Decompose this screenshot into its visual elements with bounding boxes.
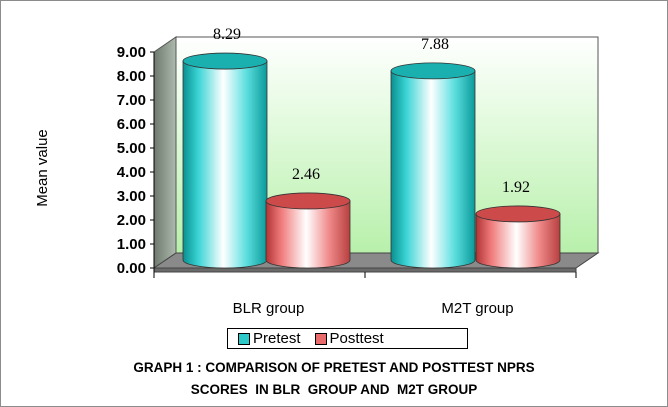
- bar-pretest-0: [182, 60, 268, 269]
- legend-swatch-pretest: [238, 332, 250, 345]
- x-category-label: BLR group: [233, 300, 305, 317]
- legend-item-pretest: Pretest: [238, 330, 301, 347]
- side-wall: [153, 36, 177, 269]
- caption-line-2: SCORES IN BLR GROUP AND M2T GROUP: [190, 382, 478, 397]
- y-tick-label: 8.00: [117, 68, 146, 85]
- chart-caption: GRAPH 1 : COMPARISON OF PRETEST AND POST…: [1, 357, 667, 401]
- y-tick-label: 7.00: [117, 92, 146, 109]
- data-label: 7.88: [421, 36, 449, 53]
- bar-cap-pretest-0: [182, 52, 268, 70]
- y-axis-title: Mean value: [34, 129, 51, 207]
- caption-line-1: GRAPH 1 : COMPARISON OF PRETEST AND POST…: [133, 360, 535, 375]
- y-tick-label: 5.00: [117, 140, 146, 157]
- data-label: 8.29: [213, 26, 241, 43]
- data-label: 1.92: [502, 179, 530, 196]
- x-category-label: M2T group: [441, 300, 513, 317]
- legend-item-posttest: Posttest: [314, 330, 384, 347]
- y-tick-label: 0.00: [117, 260, 146, 277]
- data-label: 2.46: [292, 166, 320, 183]
- bar-pretest-1: [390, 70, 476, 269]
- legend-label-posttest: Posttest: [329, 330, 384, 347]
- y-tick-label: 3.00: [117, 188, 146, 205]
- y-tick-label: 2.00: [117, 212, 146, 229]
- y-tick-label: 4.00: [117, 164, 146, 181]
- bar-cap-posttest-0: [265, 192, 351, 210]
- bar-posttest-0: [265, 200, 351, 269]
- bar-cap-pretest-1: [390, 62, 476, 80]
- legend: Pretest Posttest: [227, 328, 468, 349]
- bar-cap-posttest-1: [475, 205, 561, 223]
- legend-swatch-posttest: [314, 332, 327, 345]
- floor-edge: [153, 267, 577, 273]
- y-tick-label: 6.00: [117, 116, 146, 133]
- y-tick-label: 9.00: [117, 44, 146, 61]
- bar-posttest-1: [475, 213, 561, 269]
- y-tick-label: 1.00: [117, 236, 146, 253]
- legend-label-pretest: Pretest: [253, 330, 301, 347]
